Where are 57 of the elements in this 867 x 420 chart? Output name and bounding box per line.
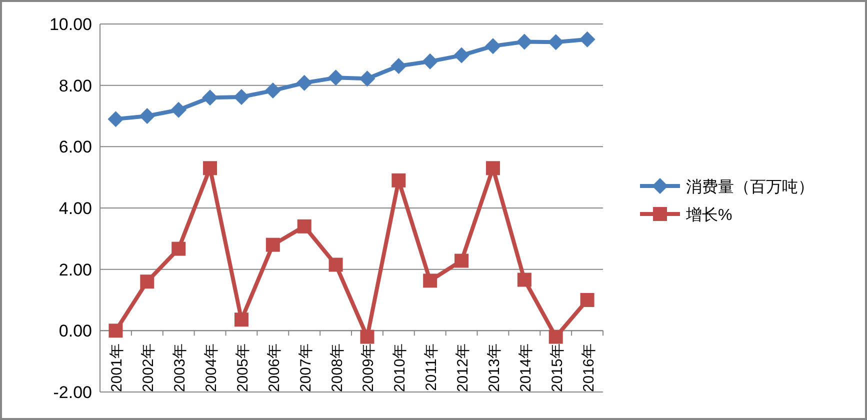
point bbox=[548, 330, 563, 344]
x-tick-label: 2001年 bbox=[108, 344, 126, 392]
y-tick-label: 8.00 bbox=[58, 76, 92, 96]
y-tick-label: -2.00 bbox=[53, 383, 92, 402]
point bbox=[203, 161, 218, 176]
point bbox=[266, 238, 280, 252]
point bbox=[264, 82, 281, 99]
point bbox=[359, 70, 376, 87]
legend-label: 增长% bbox=[685, 206, 732, 224]
x-tick-label: 2012年 bbox=[454, 344, 472, 392]
point bbox=[579, 31, 596, 48]
point bbox=[392, 173, 406, 188]
legend-label: 消费量（百万吨） bbox=[686, 178, 814, 196]
point bbox=[108, 324, 123, 338]
point bbox=[234, 312, 248, 327]
x-tick-label: 2006年 bbox=[266, 344, 283, 392]
point bbox=[170, 102, 187, 118]
point bbox=[140, 274, 154, 289]
point bbox=[328, 258, 343, 272]
x-tick-label: 2004年 bbox=[203, 344, 220, 392]
x-tick-label: 2016年 bbox=[580, 344, 598, 392]
point bbox=[580, 293, 594, 307]
point bbox=[422, 53, 438, 70]
point bbox=[297, 219, 312, 234]
x-tick-label: 2003年 bbox=[172, 344, 189, 392]
y-tick-label: 6.00 bbox=[58, 138, 92, 157]
y-tick-label: 4.00 bbox=[58, 199, 92, 218]
x-tick-label: 2011年 bbox=[423, 344, 440, 391]
y-tick-label: 10.00 bbox=[49, 15, 92, 34]
point bbox=[172, 242, 186, 256]
x-tick-label: 2013年 bbox=[486, 344, 503, 392]
point bbox=[454, 254, 469, 268]
point bbox=[360, 330, 374, 344]
x-tick-label: 2010年 bbox=[392, 344, 409, 392]
point bbox=[139, 108, 156, 124]
point bbox=[423, 274, 438, 288]
y-tick-label: 0.00 bbox=[58, 322, 92, 341]
x-tick-label: 2005年 bbox=[234, 344, 252, 392]
y-tick-label: 2.00 bbox=[58, 260, 92, 280]
x-tick-label: 2008年 bbox=[328, 344, 346, 392]
x-tick-label: 2002年 bbox=[140, 344, 158, 392]
point bbox=[233, 88, 250, 105]
point bbox=[202, 90, 218, 106]
x-tick-label: 2007年 bbox=[297, 344, 314, 392]
point bbox=[486, 161, 500, 176]
point bbox=[517, 272, 532, 287]
point bbox=[484, 38, 501, 54]
point bbox=[516, 34, 532, 50]
point bbox=[328, 70, 344, 86]
x-tick-label: 2009年 bbox=[360, 344, 378, 392]
point bbox=[454, 47, 470, 64]
x-tick-label: 2014年 bbox=[517, 344, 534, 392]
point bbox=[108, 111, 124, 128]
point bbox=[296, 74, 312, 91]
x-tick-label: 2015年 bbox=[548, 344, 566, 392]
point bbox=[390, 58, 407, 74]
point bbox=[548, 34, 564, 50]
